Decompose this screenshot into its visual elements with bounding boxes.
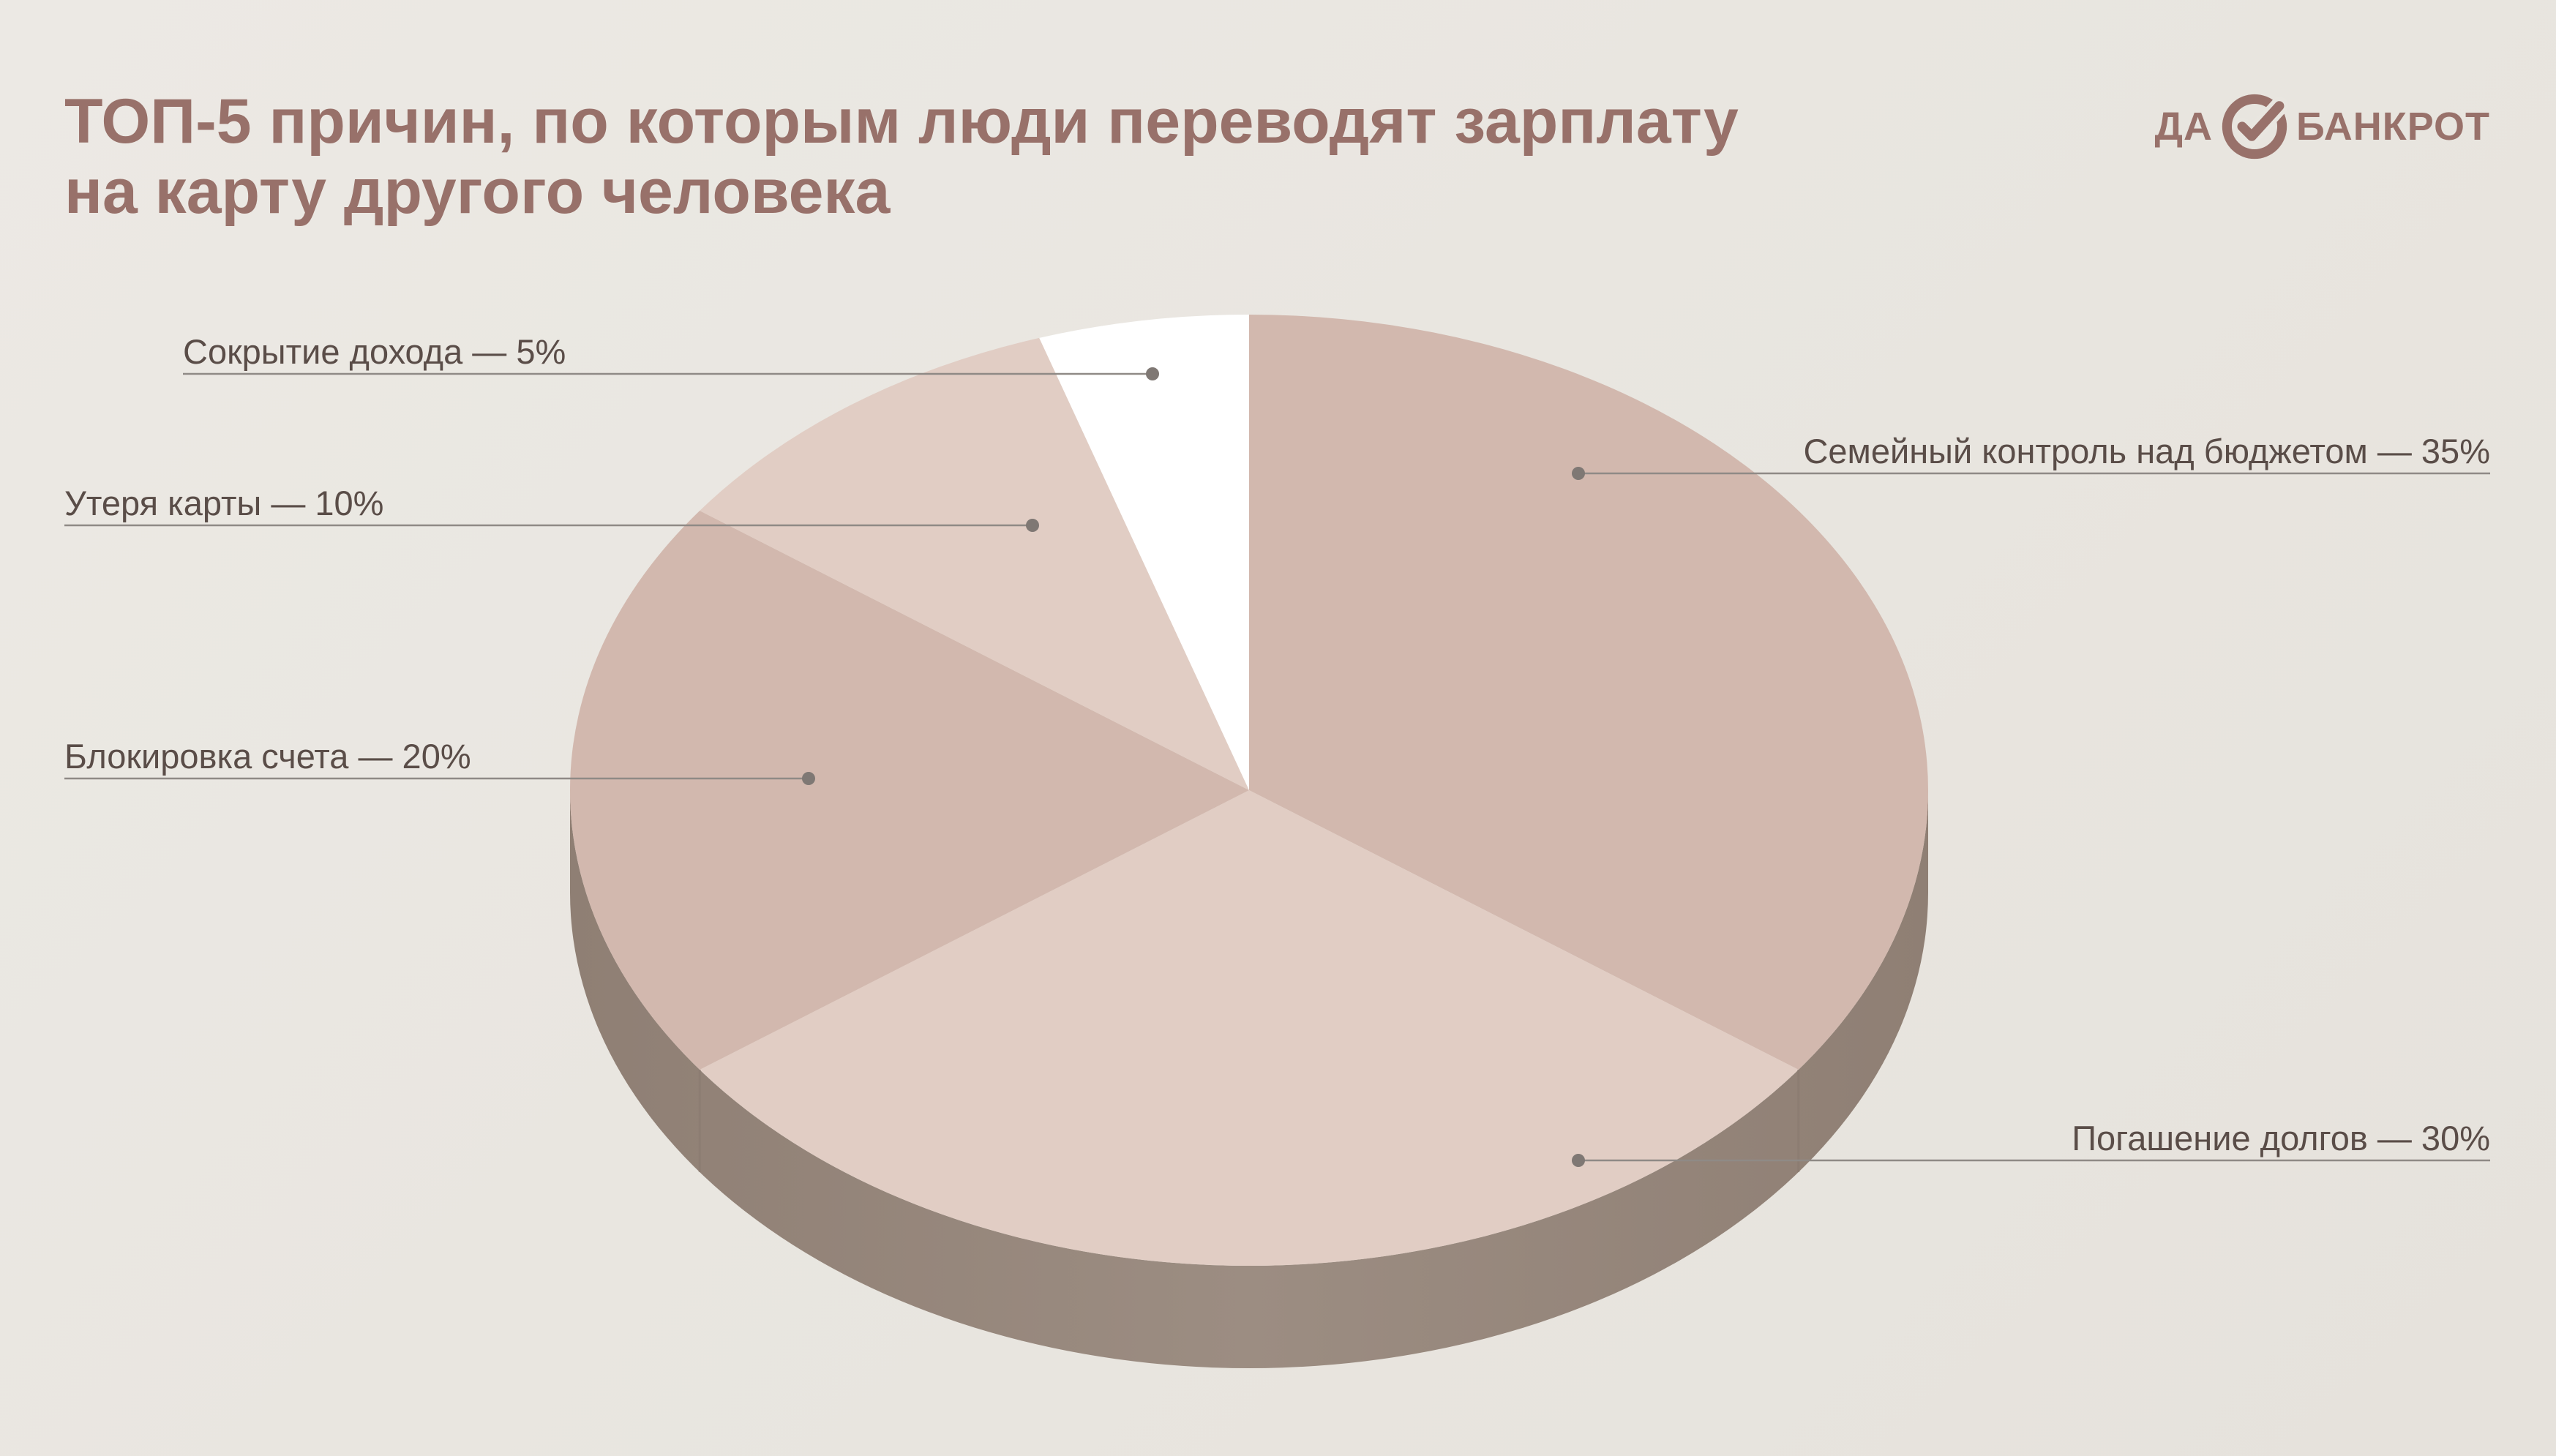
leader-dot [802, 772, 815, 785]
slice-label: Семейный контроль над бюджетом — 35% [1803, 432, 2490, 470]
pie-slice [700, 337, 1249, 791]
leader-dot [1026, 519, 1039, 532]
title-line-2: на карту другого человека [64, 157, 891, 227]
pie-side [570, 790, 1928, 1368]
leader-dot [1572, 1154, 1585, 1167]
leader-dot [1572, 467, 1585, 480]
logo-text-left: ДА [2154, 105, 2213, 149]
check-circle-icon [2222, 94, 2289, 160]
slice-label: Утеря карты — 10% [64, 484, 383, 522]
pie-slice [569, 510, 1249, 1070]
pie-slice [700, 790, 1799, 1267]
title-line-1: ТОП-5 причин, по которым люди переводят … [64, 86, 1739, 157]
slice-label: Сокрытие дохода — 5% [183, 332, 566, 371]
page-title: ТОП-5 причин, по которым люди переводят … [64, 86, 1739, 227]
slice-label: Погашение долгов — 30% [2072, 1119, 2490, 1157]
leader-dot [1146, 367, 1159, 380]
pie-slice [1039, 315, 1249, 790]
logo: ДА БАНКРОТ [2155, 92, 2490, 161]
slice-label: Блокировка счета — 20% [64, 737, 471, 776]
logo-text-right: БАНКРОТ [2295, 105, 2490, 149]
pie-slice [1249, 315, 1929, 1070]
